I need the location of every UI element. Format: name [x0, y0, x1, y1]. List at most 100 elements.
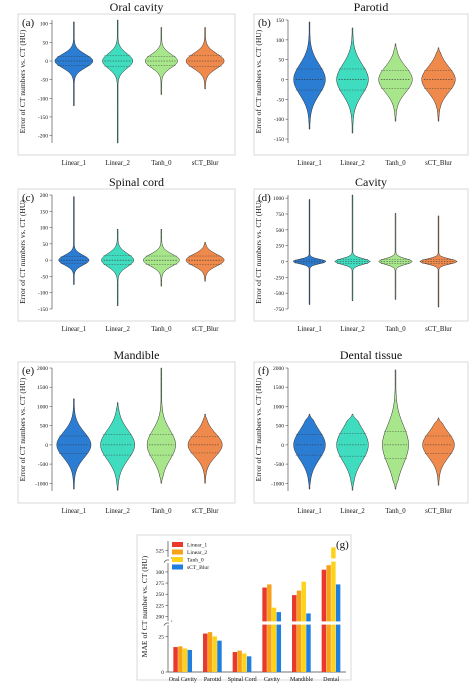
- violin-linear_2: [100, 402, 135, 491]
- violin-panel-6: (f) Dental tissue 2000 1500 1000 500 0 -500 -100…: [253, 348, 469, 515]
- violin-linear_1: [56, 398, 92, 490]
- y-axis-label: Error of CT numbers vs. CT (HU): [254, 29, 263, 133]
- panel-label: (g): [336, 539, 349, 551]
- x-tick-label: Tanh_0: [151, 508, 172, 515]
- x-tick-label: Oral Cavity: [169, 677, 197, 683]
- x-tick-label: Linear_2: [340, 326, 365, 333]
- legend-label: sCT_Blur: [187, 565, 209, 571]
- panel-label: (d): [258, 192, 271, 204]
- x-tick-label: Linear_2: [105, 160, 130, 167]
- x-tick-label: Linear_2: [105, 326, 130, 333]
- bar-linear_1: [321, 569, 327, 672]
- x-tick-label: Tanh_0: [151, 326, 172, 333]
- x-tick-label: Linear_1: [62, 160, 87, 167]
- x-tick-label: sCT_Blur: [425, 508, 453, 515]
- panel-title: Cavity: [355, 175, 387, 189]
- violin-linear_1: [293, 21, 326, 130]
- y-tick-label: 225: [156, 603, 165, 609]
- violin-linear_2: [336, 413, 369, 491]
- bar-sct_blur: [276, 612, 282, 672]
- y-tick-label: 100: [276, 38, 285, 44]
- legend-label: Tanh_0: [187, 558, 204, 564]
- y-tick-label: 200: [156, 615, 165, 621]
- violin-panel-2: (b) Parotid 150 100 50 0 -50 -100 -150 Error of C…: [253, 0, 469, 167]
- panel-label: (c): [22, 192, 35, 204]
- y-tick-label: 200: [40, 193, 49, 199]
- x-tick-label: Linear_1: [62, 508, 87, 515]
- violin-linear_1: [58, 196, 90, 285]
- violin-panel-3: (c) Spinal cord 200 150 100 50 0 -50 -100 -150 Err…: [17, 175, 236, 333]
- bar-linear_2: [296, 590, 302, 672]
- panel-frame: [253, 13, 469, 156]
- violin-tanh_0: [378, 43, 413, 122]
- bar-sct_blur: [306, 613, 311, 672]
- x-tick-label: Parotid: [204, 677, 221, 683]
- legend-swatch: [172, 557, 183, 562]
- y-tick-label: 0: [161, 670, 164, 676]
- x-tick-label: Linear_2: [340, 508, 365, 515]
- x-tick-label: Linear_1: [297, 326, 322, 333]
- panel-title: Spinal cord: [109, 175, 164, 189]
- panel-title: Oral cavity: [110, 0, 164, 14]
- y-tick-label: -1000: [35, 481, 48, 487]
- x-tick-label: Tanh_0: [385, 326, 406, 333]
- violin-panels: (a)Oral cavity100500-50-100-150-200Error…: [17, 0, 469, 515]
- x-tick-label: sCT_Blur: [192, 160, 220, 167]
- bar-linear_2: [267, 584, 272, 672]
- y-tick-label: 25: [159, 634, 165, 640]
- y-tick-label: 525: [156, 549, 165, 555]
- x-tick-label: sCT_Blur: [425, 160, 453, 167]
- violin-linear_2: [101, 228, 135, 306]
- y-tick-label: 1000: [273, 196, 284, 202]
- bar-linear_1: [203, 633, 208, 672]
- panel-title: Mandible: [114, 348, 160, 362]
- y-axis-label: Error of CT numbers vs. CT (HU): [18, 29, 27, 133]
- y-tick-label: 50: [43, 242, 49, 248]
- violin-panel-5: (e) Mandible 2000 1500 1000 500 0 -500 -1000 Erro…: [17, 348, 236, 515]
- x-tick-label: Tanh_0: [151, 160, 172, 167]
- panel-frame: [253, 188, 469, 322]
- violin-sct_blur: [421, 47, 456, 122]
- y-tick-label: 0: [281, 260, 284, 266]
- bar-tanh_0: [331, 547, 336, 672]
- y-tick-label: 500: [276, 424, 285, 430]
- panel-label: (b): [258, 17, 271, 29]
- y-tick-label: -100: [274, 117, 284, 123]
- bar-tanh_0: [301, 581, 306, 672]
- bar-linear_2: [178, 646, 183, 672]
- legend-swatch: [172, 549, 183, 555]
- x-tick-label: Tanh_0: [385, 508, 406, 515]
- y-tick-label: 2000: [273, 366, 284, 372]
- y-tick-label: 250: [276, 244, 285, 250]
- y-axis-label: MAE of CT number vs. CT (HU): [140, 555, 149, 657]
- bar-tanh_0: [271, 607, 277, 672]
- panel-frame: [253, 361, 469, 504]
- violin-tanh_0: [143, 228, 180, 287]
- panel-frame: [17, 188, 236, 322]
- y-tick-label: -500: [38, 462, 48, 468]
- panel-title: Dental tissue: [340, 348, 402, 362]
- y-axis-label: Error of CT numbers vs. CT (HU): [254, 200, 263, 304]
- x-tick-label: Linear_1: [297, 508, 322, 515]
- y-tick-label: 250: [156, 592, 165, 598]
- bar-tanh_0: [212, 636, 217, 672]
- break-band: [169, 621, 347, 625]
- y-tick-label: 0: [281, 443, 284, 449]
- y-tick-label: -150: [38, 115, 48, 121]
- y-tick-label: -500: [274, 291, 284, 297]
- violin-tanh_0: [378, 213, 413, 300]
- bar-linear_1: [232, 652, 238, 672]
- y-tick-label: -150: [38, 307, 48, 313]
- violin-tanh_0: [146, 367, 176, 484]
- legend-label: Linear_2: [187, 550, 207, 556]
- y-tick-label: 275: [156, 581, 165, 587]
- y-tick-label: -250: [274, 275, 284, 281]
- y-tick-label: -150: [274, 137, 284, 143]
- y-tick-label: 0: [281, 78, 284, 84]
- y-tick-label: 1500: [273, 385, 284, 391]
- x-tick-label: Mandible: [290, 677, 313, 683]
- y-axis-label: Error of CT numbers vs. CT (HU): [18, 377, 27, 481]
- y-tick-label: 150: [40, 209, 49, 215]
- y-tick-label: 0: [45, 258, 48, 264]
